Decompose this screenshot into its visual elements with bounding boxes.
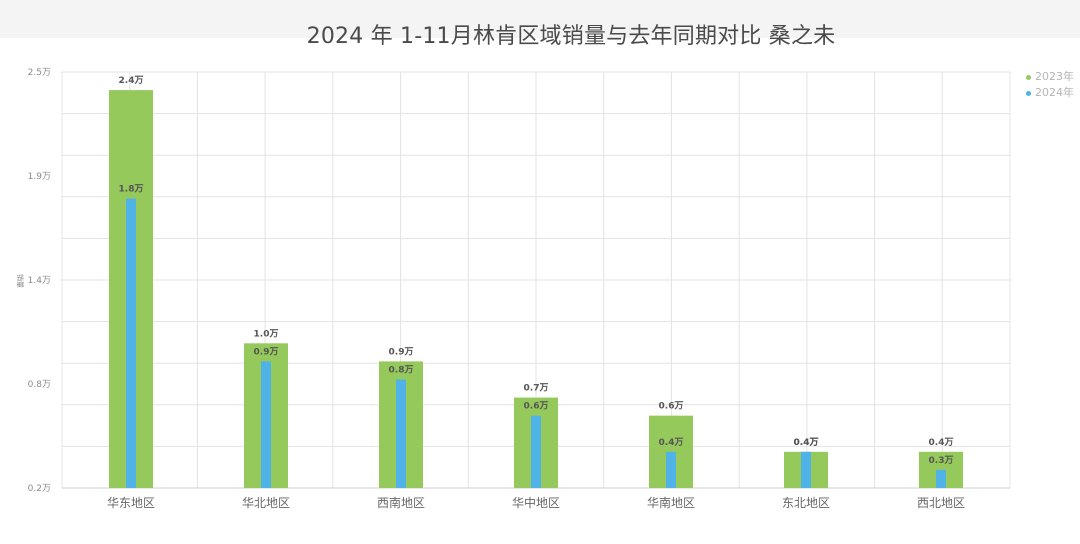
x-tick-label: 华东地区 <box>107 496 155 510</box>
data-label-2023: 0.4万 <box>929 437 954 448</box>
x-tick-label: 西北地区 <box>917 496 965 510</box>
bar-2024 <box>801 451 811 488</box>
x-tick-label: 华中地区 <box>512 495 560 510</box>
legend-item-2023[interactable]: 2023年 <box>1026 69 1074 85</box>
x-tick-label: 华南地区 <box>647 495 695 510</box>
bar-2024 <box>126 198 136 488</box>
chart-legend: 2023年 2024年 <box>1026 69 1074 101</box>
legend-swatch-2024 <box>1026 90 1031 96</box>
data-label-2023: 0.9万 <box>389 346 414 357</box>
data-label-2023: 0.4万 <box>794 437 819 448</box>
legend-item-2024[interactable]: 2024年 <box>1026 85 1074 101</box>
x-tick-label: 西南地区 <box>377 495 425 510</box>
data-label-2024: 0.4万 <box>794 437 819 448</box>
bar-2024 <box>261 361 271 488</box>
y-axis-unit-label: 销量 <box>16 274 25 288</box>
x-tick-label: 华北地区 <box>242 496 290 510</box>
data-label-2023: 0.7万 <box>524 383 549 394</box>
data-label-2023: 0.6万 <box>659 401 684 412</box>
data-label-2024: 0.4万 <box>659 437 684 448</box>
data-label-2024: 0.6万 <box>524 401 549 412</box>
chart-title: 2024 年 1-11月林肯区域销量与去年同期对比 桑之未 <box>306 24 836 49</box>
legend-label-2024: 2024年 <box>1035 86 1074 99</box>
y-tick-label: 0.8万 <box>28 380 51 390</box>
y-tick-label: 2.5万 <box>28 68 51 78</box>
x-tick-label: 东北地区 <box>782 496 830 510</box>
data-label-2024: 0.3万 <box>929 455 954 466</box>
bar-2024 <box>666 451 676 488</box>
legend-label-2023: 2023年 <box>1035 70 1074 83</box>
bar-2024 <box>936 469 946 488</box>
data-label-2024: 1.8万 <box>119 184 144 195</box>
data-label-2023: 1.0万 <box>254 328 279 339</box>
data-label-2024: 0.9万 <box>254 346 279 357</box>
data-label-2023: 2.4万 <box>119 75 144 86</box>
legend-swatch-2023 <box>1026 74 1031 80</box>
y-tick-label: 1.9万 <box>28 172 51 182</box>
bar-2024 <box>531 415 541 488</box>
bar-2024 <box>396 379 406 488</box>
y-tick-label: 1.4万 <box>28 276 51 286</box>
data-label-2024: 0.8万 <box>389 364 414 375</box>
y-tick-label: 0.2万 <box>28 484 51 494</box>
